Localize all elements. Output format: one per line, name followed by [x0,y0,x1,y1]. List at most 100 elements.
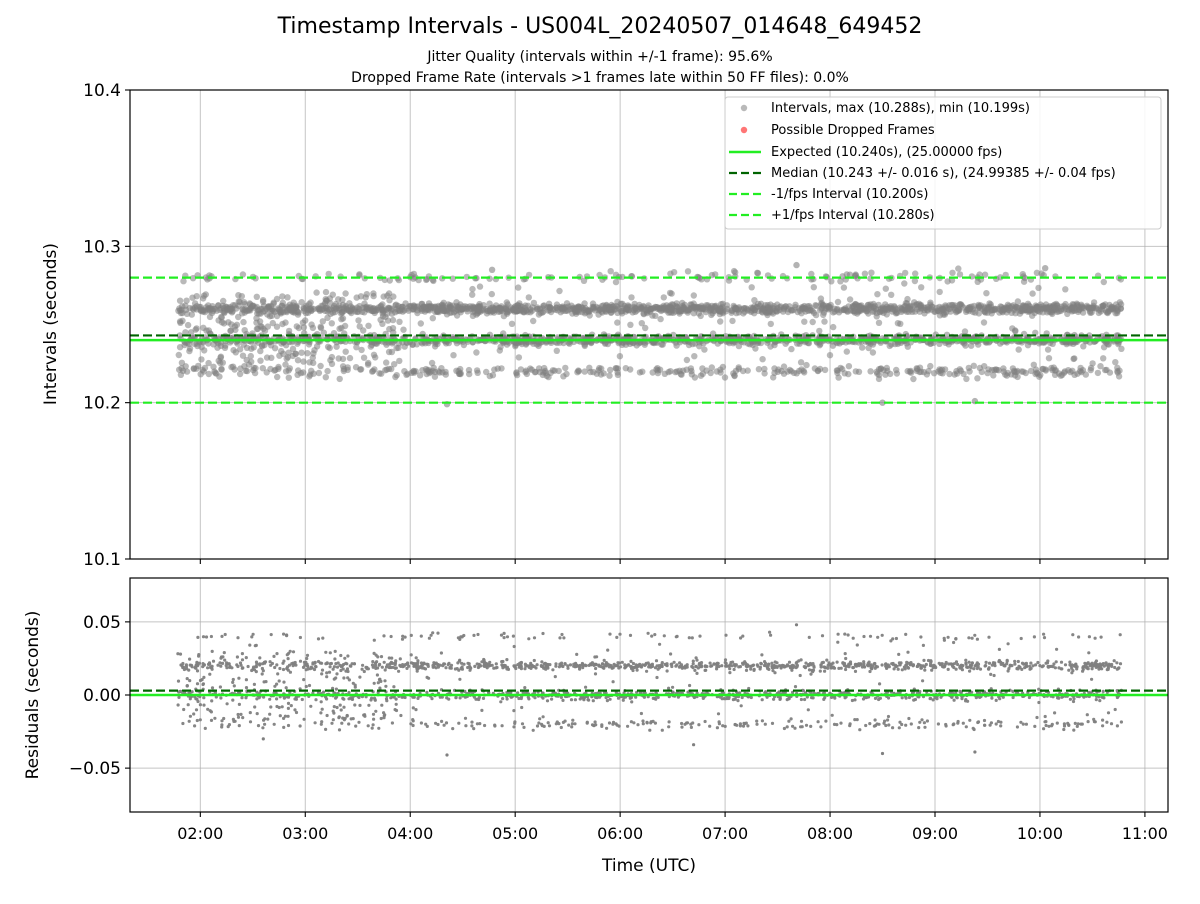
residual-point [923,721,926,724]
interval-point [308,321,314,327]
residual-point [1087,720,1090,723]
interval-point [353,344,359,350]
intervals-y-ticks: 10.110.210.310.4 [83,81,130,570]
interval-point [749,284,755,290]
residual-point [342,676,345,679]
residual-point [210,710,213,713]
residual-point [874,718,877,721]
residual-point [289,650,292,653]
residual-point [675,663,678,666]
residual-point [636,669,639,672]
residual-point [342,706,345,709]
residual-point [219,665,222,668]
residual-point [536,663,539,666]
residual-point [451,727,454,730]
interval-point [1069,308,1075,314]
residual-point [523,686,526,689]
interval-point [386,297,392,303]
interval-point [983,290,989,296]
interval-point [515,284,521,290]
residual-point [876,636,879,639]
residual-point [817,720,820,723]
residual-point [209,666,212,669]
interval-point [386,305,392,311]
interval-point [723,308,729,314]
residual-point [688,684,691,687]
residual-point [186,684,189,687]
residual-point [546,699,549,702]
residual-point [728,671,731,674]
interval-point [269,313,275,319]
residual-point [1117,666,1120,669]
residual-point [264,660,267,663]
interval-point [768,321,774,327]
residual-point [886,718,889,721]
interval-point [654,306,660,312]
interval-point [556,368,562,374]
interval-point [228,364,234,370]
interval-point [364,305,370,311]
residual-point [636,723,639,726]
interval-point [338,310,344,316]
interval-point [531,300,537,306]
legend-marker-dropped [741,127,747,133]
residual-point [1043,636,1046,639]
interval-point [1046,355,1052,361]
interval-point [888,341,894,347]
interval-point [400,327,406,333]
residual-point [326,661,329,664]
intervals-axes: 10.110.210.310.4 Intervals (seconds) Int… [41,81,1168,570]
residual-point [691,721,694,724]
interval-point [800,368,806,374]
residual-point [347,722,350,725]
residual-point [204,727,207,730]
residual-point [606,649,609,652]
interval-point [294,323,300,329]
residual-point [412,706,415,709]
residual-point [647,632,650,635]
residual-point [177,696,180,699]
interval-point [236,303,242,309]
residual-point [219,685,222,688]
residual-point [250,669,253,672]
interval-point [615,365,621,371]
residual-point [655,659,658,662]
residual-point [993,661,996,664]
residual-point [1074,665,1077,668]
interval-point [454,306,460,312]
residual-point [299,724,302,727]
residual-point [1017,665,1020,668]
interval-point [1083,371,1089,377]
residual-point [414,708,417,711]
interval-point [661,294,667,300]
residual-point [704,720,707,723]
interval-point [390,317,396,323]
interval-point [688,368,694,374]
residual-point [739,665,742,668]
residual-point [1108,663,1111,666]
interval-point [469,292,475,298]
interval-point [392,374,398,380]
residual-point [287,724,290,727]
residual-point [257,724,260,727]
interval-point [560,373,566,379]
residual-point [891,637,894,640]
residual-point [1101,719,1104,722]
residual-point [262,669,265,672]
residual-point [548,724,551,727]
interval-point [1061,303,1067,309]
interval-point [178,365,184,371]
residual-point [671,686,674,689]
residual-point [338,728,341,731]
interval-point [184,368,190,374]
residual-point [554,665,557,668]
residual-point [987,636,990,639]
interval-point [606,373,612,379]
residual-point [354,686,357,689]
interval-point [755,270,761,276]
interval-point [1016,346,1022,352]
interval-point [939,366,945,372]
residual-point [279,714,282,717]
interval-point [342,323,348,329]
residual-point [903,666,906,669]
